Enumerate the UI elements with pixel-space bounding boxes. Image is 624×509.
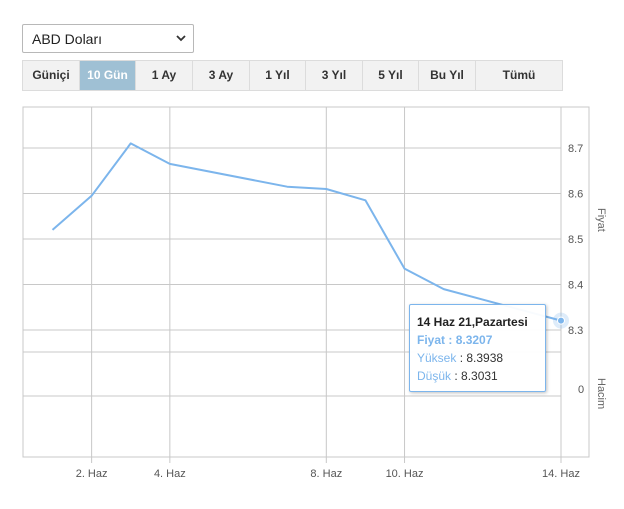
currency-select[interactable]: ABD Doları [22, 24, 194, 53]
tooltip-low-label: Düşük [417, 369, 452, 383]
tab-this-year[interactable]: Bu Yıl [419, 61, 476, 90]
y-tick-label: 8.6 [568, 189, 583, 201]
volume-tick-label: 0 [578, 384, 584, 396]
tab-3-months[interactable]: 3 Ay [193, 61, 250, 90]
tooltip-low-value: 8.3031 [461, 369, 498, 383]
x-tick-label: 8. Haz [310, 468, 342, 480]
price-series-line [51, 142, 562, 322]
y-tick-label: 8.3 [568, 325, 583, 337]
x-tick-label: 2. Haz [76, 468, 108, 480]
tab-1-month[interactable]: 1 Ay [136, 61, 193, 90]
tab-1-year[interactable]: 1 Yıl [250, 61, 306, 90]
tab-5-years[interactable]: 5 Yıl [363, 61, 419, 90]
x-tick-label: 14. Haz [542, 468, 580, 480]
tooltip-price-value: 8.3207 [455, 333, 493, 347]
tab-3-years[interactable]: 3 Yıl [306, 61, 363, 90]
tab-intraday[interactable]: Güniçi [23, 61, 80, 90]
y-tick-label: 8.4 [568, 280, 583, 292]
tooltip-high-label: Yüksek [417, 351, 457, 365]
x-tick-label: 4. Haz [154, 468, 186, 480]
hover-point [557, 316, 565, 325]
currency-select-value: ABD Doları [32, 31, 103, 47]
x-tick-label: 10. Haz [386, 468, 424, 480]
price-axis-title: Fiyat [595, 208, 607, 232]
tab-10-days[interactable]: 10 Gün [80, 61, 136, 90]
y-tick-label: 8.5 [568, 234, 583, 246]
y-tick-label: 8.7 [568, 143, 583, 155]
plot-frame [22, 106, 590, 458]
tooltip-title: 14 Haz 21,Pazartesi [417, 315, 528, 329]
volume-axis-title: Hacim [595, 378, 607, 409]
data-tooltip: 14 Haz 21,Pazartesi Fiyat : 8.3207 Yükse… [409, 304, 546, 392]
tooltip-high-value: 8.3938 [466, 351, 504, 365]
tab-all[interactable]: Tümü [476, 61, 562, 90]
tooltip-price-label: Fiyat [417, 333, 446, 347]
chevron-down-icon [176, 35, 186, 42]
range-tabs: Güniçi 10 Gün 1 Ay 3 Ay 1 Yıl 3 Yıl 5 Yı… [22, 60, 563, 91]
